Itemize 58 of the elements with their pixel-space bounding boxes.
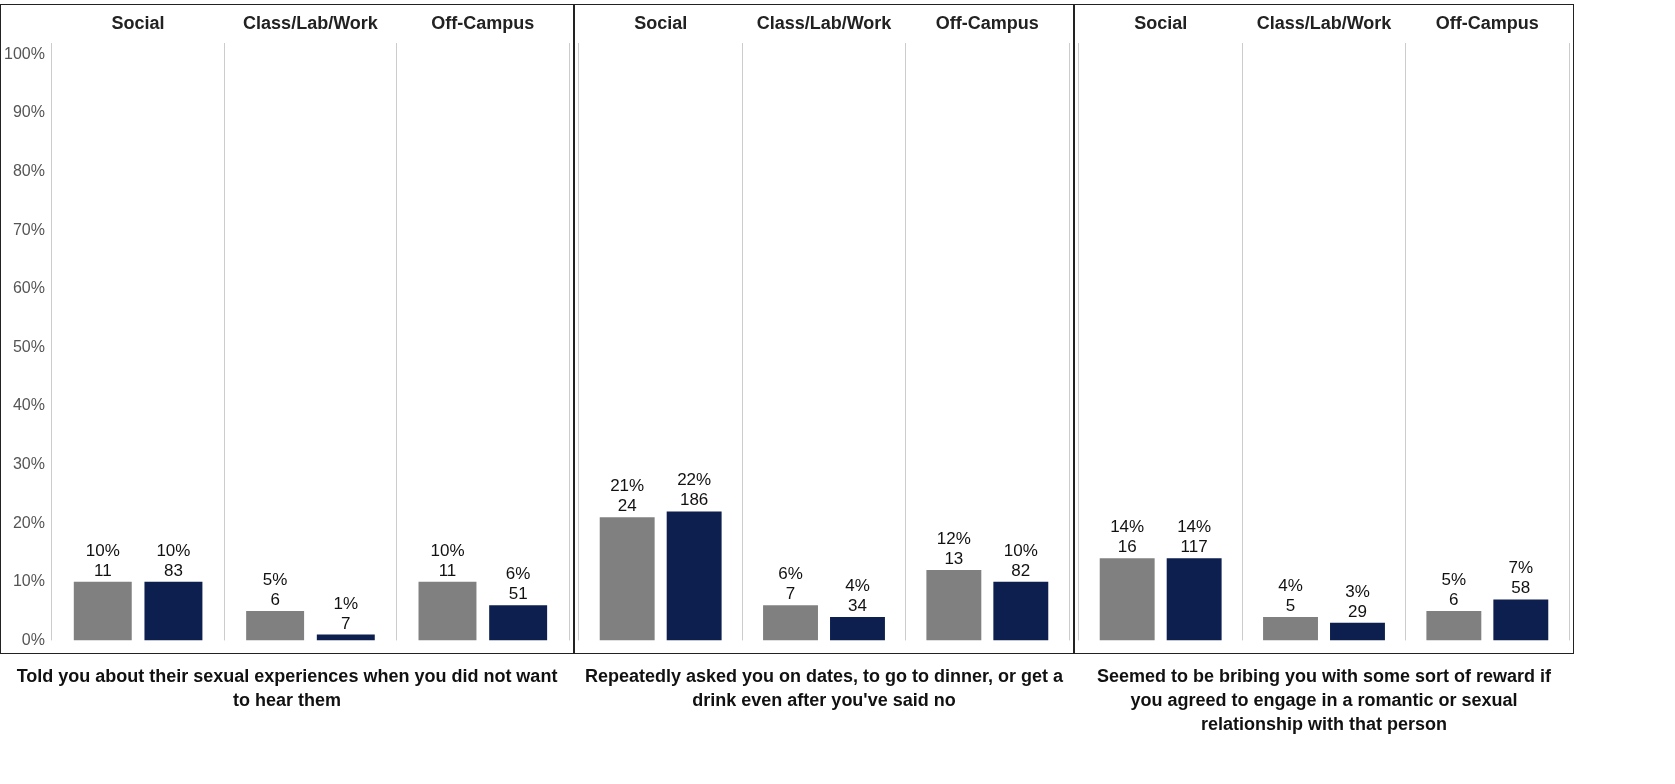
bar	[993, 581, 1049, 641]
y-tick-label: 30%	[12, 454, 45, 472]
bar	[1166, 558, 1222, 641]
bar	[1330, 622, 1385, 641]
bar	[73, 581, 132, 641]
x-tick-label: Class/Lab/Work	[243, 12, 379, 33]
text: Seemed to be bribing you with some sort of reward if you agreed to engage in a romantic or sexual relationship with that person	[1095, 665, 1553, 736]
data-label: 6% 7	[778, 564, 803, 604]
data-label: 6% 51	[505, 564, 531, 604]
x-tick-label: Social	[1134, 12, 1188, 33]
data-label: 3% 29	[1345, 581, 1370, 621]
data-label: 1% 7	[333, 593, 359, 633]
data-label: 7% 58	[1508, 558, 1534, 598]
data-label: 14% 117	[1177, 517, 1212, 557]
y-tick-label: 40%	[12, 396, 45, 414]
y-tick-label: 70%	[12, 220, 45, 238]
data-label: 10% 11	[430, 540, 465, 580]
y-tick-label: 20%	[12, 513, 45, 531]
bar	[1493, 599, 1549, 641]
data-label: 21% 24	[610, 476, 645, 516]
data-label: 4% 5	[1278, 575, 1303, 615]
y-tick-label: 100%	[4, 44, 45, 62]
text: Repeatedly asked you on dates, to go to dinner, or get a drink even after you've said no	[583, 665, 1065, 712]
data-label: 14% 16	[1110, 517, 1145, 557]
bar	[599, 517, 655, 641]
bar	[144, 581, 203, 641]
bar	[830, 616, 885, 641]
bar	[1099, 558, 1155, 641]
data-label: 10% 11	[85, 540, 120, 580]
bar	[1263, 616, 1318, 641]
data-label: 12% 13	[936, 529, 971, 569]
bar	[1426, 611, 1482, 641]
bar	[926, 570, 982, 641]
data-label: 22% 186	[677, 470, 712, 510]
text: Told you about their sexual experiences when you did not want to hear them	[15, 665, 559, 712]
x-tick-label: Class/Lab/Work	[1256, 12, 1393, 33]
data-label: 10% 83	[156, 540, 191, 580]
data-label: 4% 34	[845, 575, 870, 615]
data-label: 10% 82	[1003, 540, 1038, 580]
x-tick-label: Off-Campus	[431, 12, 535, 33]
x-tick-label: Social	[634, 12, 688, 33]
data-label: 5% 6	[262, 570, 288, 610]
y-tick-label: 60%	[12, 279, 45, 297]
x-tick-label: Off-Campus	[1435, 12, 1539, 33]
y-tick-label: 50%	[12, 337, 45, 355]
y-tick-label: 10%	[12, 572, 45, 590]
bar	[666, 511, 722, 641]
x-tick-label: Off-Campus	[935, 12, 1039, 33]
y-tick-label: 90%	[12, 103, 45, 121]
bar	[763, 605, 818, 641]
y-tick-label: 0%	[21, 630, 45, 648]
bar	[418, 581, 477, 641]
bar	[489, 605, 548, 641]
x-tick-label: Social	[111, 12, 165, 33]
bar	[246, 611, 305, 641]
y-tick-label: 80%	[12, 161, 45, 179]
x-tick-label: Class/Lab/Work	[756, 12, 893, 33]
data-label: 5% 6	[1441, 570, 1467, 610]
